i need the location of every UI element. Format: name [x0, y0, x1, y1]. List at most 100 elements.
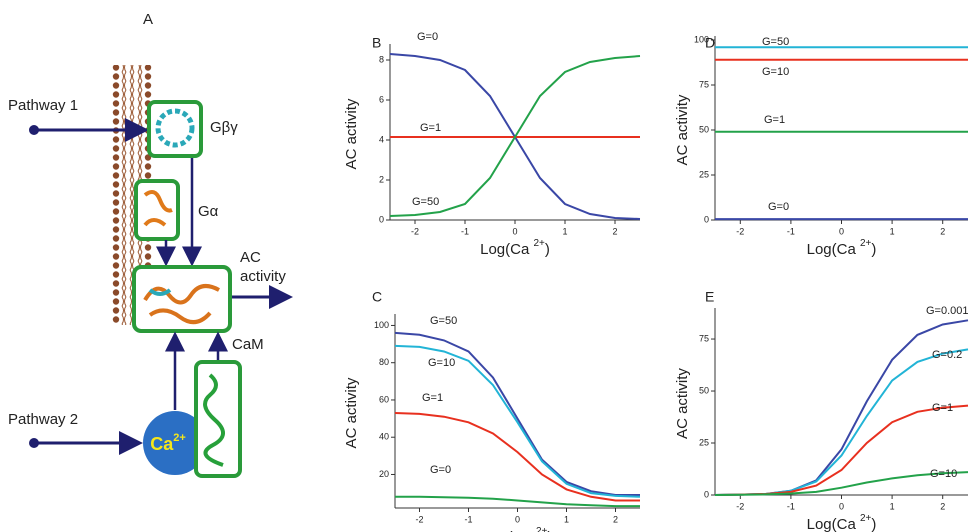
y-tick-label: 75	[699, 79, 709, 89]
series-label: G=50	[762, 36, 789, 48]
label: Pathway 2	[8, 411, 78, 428]
x-axis-label: Log(Ca 2+)	[480, 238, 550, 258]
x-tick-label: 0	[515, 514, 520, 524]
y-tick-label: 0	[704, 214, 709, 224]
y-tick-label: 100	[694, 34, 709, 44]
x-tick-label: 0	[839, 226, 844, 236]
y-tick-label: 25	[699, 169, 709, 179]
x-axis-label: Log(Ca 2+)	[483, 526, 553, 532]
label: Ca2+	[150, 432, 186, 454]
protein-box	[194, 360, 242, 478]
series-label: G=0	[417, 31, 438, 43]
x-label-sup: 2+	[536, 526, 548, 532]
protein-icon	[143, 284, 220, 325]
x-label-end: )	[871, 241, 876, 258]
x-tick-label: -1	[787, 226, 795, 236]
label: Pathway 1	[8, 97, 78, 114]
panel-letter: B	[372, 35, 381, 51]
series-label: G=50	[412, 196, 439, 208]
series-label: G=0.001	[926, 305, 969, 317]
series-line	[394, 344, 641, 498]
y-axis-label: AC activity	[343, 377, 360, 448]
series-label: G=1	[932, 402, 953, 414]
protein-icon	[148, 288, 172, 296]
panel-letter: E	[705, 289, 714, 305]
y-tick-label: 60	[379, 394, 389, 404]
series-line	[389, 55, 641, 217]
label: activity	[240, 268, 286, 285]
y-tick-label: 50	[699, 124, 709, 134]
x-tick-label: -1	[464, 514, 472, 524]
series-label: G=10	[762, 66, 789, 78]
series-line	[714, 471, 969, 496]
x-tick-label: 0	[512, 226, 517, 236]
calcium-ion	[143, 411, 207, 475]
y-tick-label: 25	[699, 437, 709, 447]
series-label: G=0	[430, 464, 451, 476]
x-tick-label: 1	[890, 501, 895, 511]
x-tick-label: 2	[940, 501, 945, 511]
panel-letter: A	[143, 11, 153, 28]
y-tick-label: 4	[379, 134, 384, 144]
x-axis-label: Log(Ca 2+)	[807, 513, 877, 532]
x-tick-label: 0	[839, 501, 844, 511]
series-line	[394, 331, 640, 496]
y-axis-label: AC activity	[674, 368, 691, 439]
y-tick-label: 8	[379, 54, 384, 64]
series-label: G=1	[420, 122, 441, 134]
series-label: G=10	[930, 468, 957, 480]
panel-letter: C	[372, 289, 382, 305]
protein-icon	[203, 373, 225, 467]
series-label: G=0.2	[932, 349, 962, 361]
x-axis-label: Log(Ca 2+)	[807, 238, 877, 258]
y-tick-label: 20	[379, 469, 389, 479]
y-tick-label: 75	[699, 333, 709, 343]
x-tick-label: -2	[415, 514, 423, 524]
y-tick-label: 50	[699, 385, 709, 395]
label: Gα	[198, 203, 219, 220]
ca-text: Ca	[150, 434, 174, 454]
x-tick-label: 2	[940, 226, 945, 236]
y-tick-label: 0	[379, 214, 384, 224]
x-label-sup: 2+	[533, 238, 545, 249]
label: Gβγ	[210, 119, 238, 136]
label: CaM	[232, 336, 264, 353]
x-label-sup: 2+	[860, 513, 872, 524]
series-label: G=50	[430, 315, 457, 327]
membrane	[112, 65, 120, 325]
label: AC	[240, 249, 261, 266]
x-label-end: )	[547, 529, 552, 532]
ca-sup: 2+	[173, 432, 186, 444]
x-label-text: Log(Ca	[807, 516, 860, 532]
y-tick-label: 100	[374, 320, 389, 330]
y-axis-label: AC activity	[674, 94, 691, 165]
x-tick-label: -2	[736, 501, 744, 511]
x-tick-label: -2	[736, 226, 744, 236]
x-tick-label: 1	[562, 226, 567, 236]
x-tick-label: 1	[564, 514, 569, 524]
x-tick-label: 2	[612, 226, 617, 236]
protein-icon	[143, 189, 173, 227]
protein-box	[132, 265, 232, 333]
protein-icon	[155, 108, 195, 148]
y-tick-label: 2	[379, 174, 384, 184]
arrow-start	[29, 438, 39, 448]
y-tick-label: 0	[704, 489, 709, 499]
x-label-text: Log(Ca	[480, 241, 533, 258]
panel-letter: D	[705, 35, 715, 51]
arrow-start	[29, 125, 39, 135]
x-label-end: )	[545, 241, 550, 258]
series-label: G=1	[422, 392, 443, 404]
series-label: G=10	[428, 357, 455, 369]
series-label: G=0	[768, 201, 789, 213]
x-tick-label: 2	[613, 514, 618, 524]
x-tick-label: 1	[890, 226, 895, 236]
diagram: A Pathway 1 Gβγ Gα AC activity CaM Pathw…	[8, 11, 293, 478]
x-tick-label: -1	[461, 226, 469, 236]
y-tick-label: 80	[379, 357, 389, 367]
series-label: G=1	[764, 114, 785, 126]
x-label-text: Log(Ca	[483, 529, 536, 532]
x-tick-label: -1	[787, 501, 795, 511]
x-label-end: )	[871, 516, 876, 532]
